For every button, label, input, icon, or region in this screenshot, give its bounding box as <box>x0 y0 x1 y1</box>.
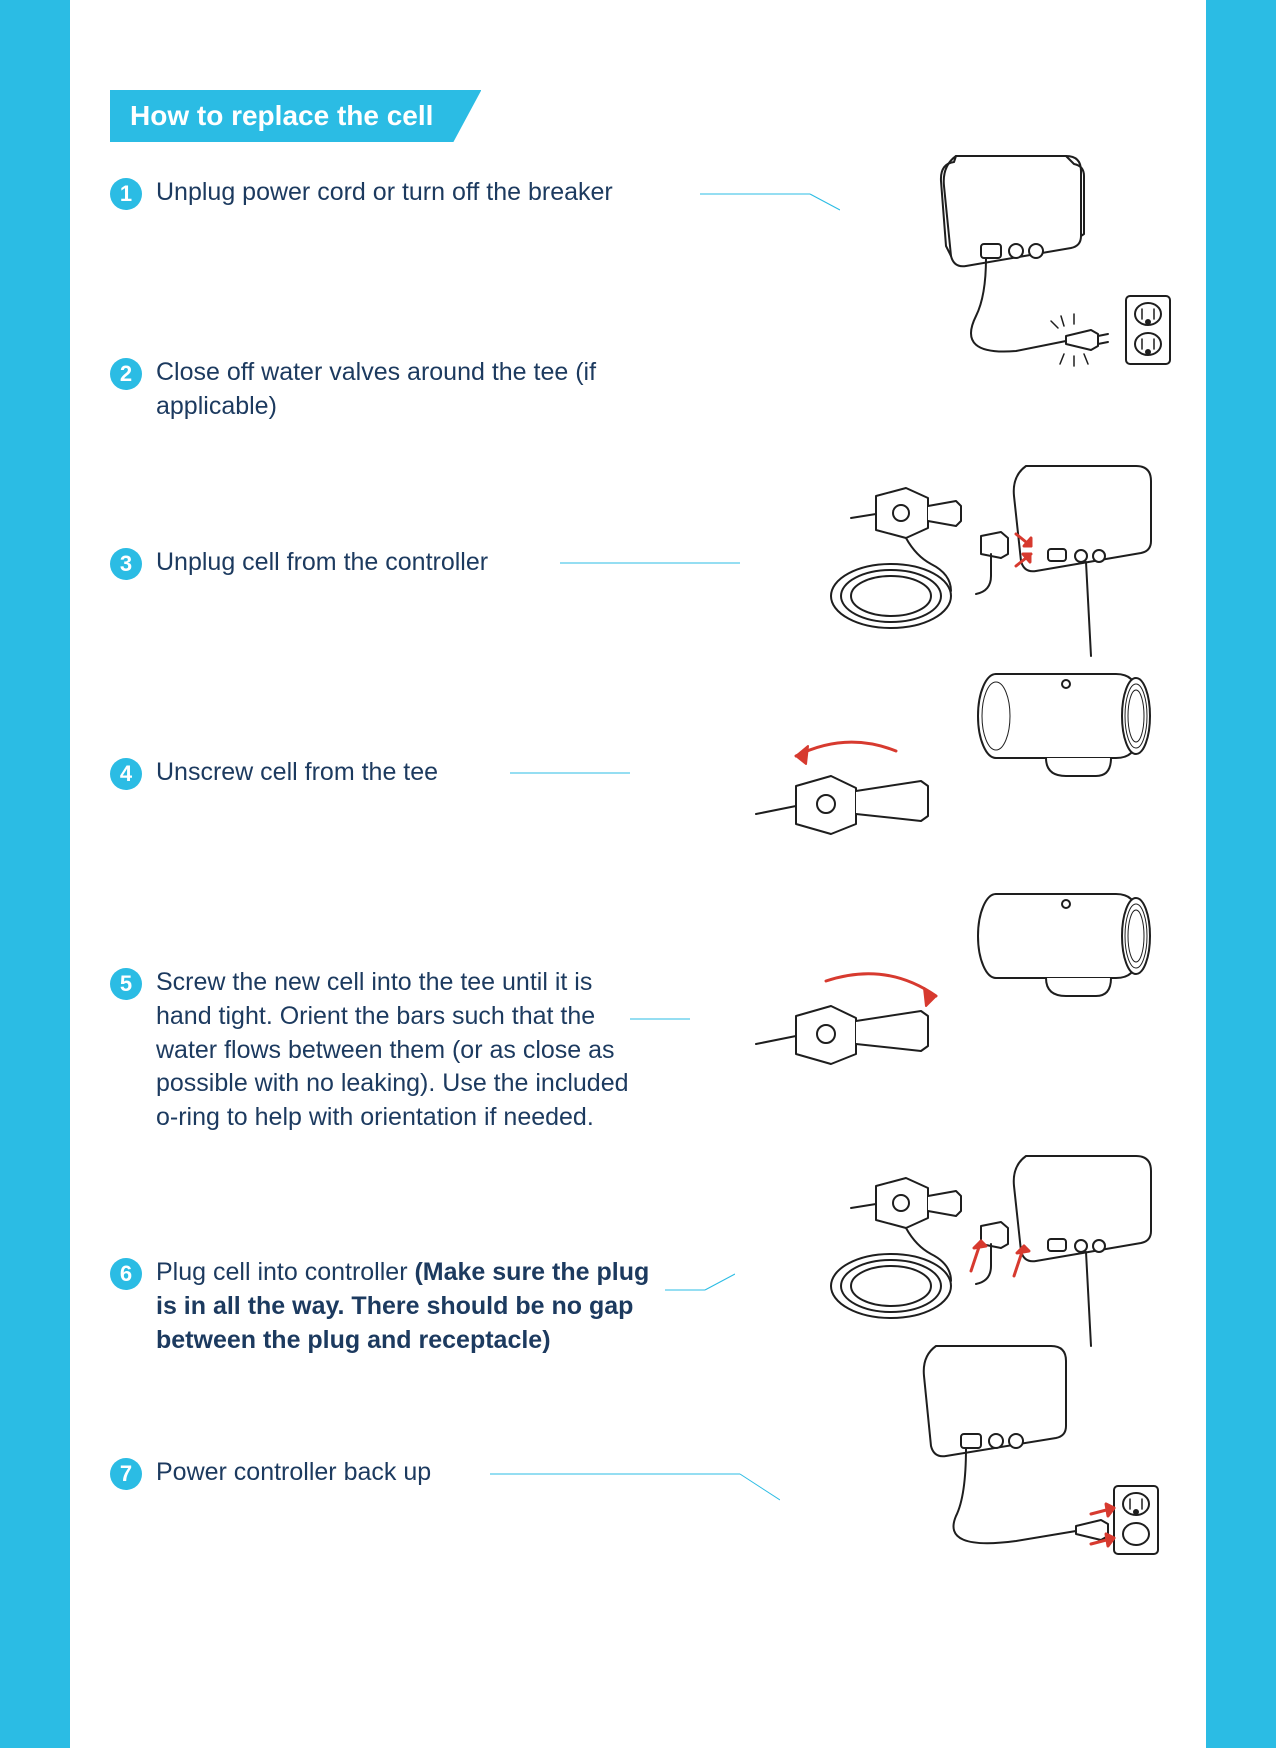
step-text: Power controller back up <box>156 1456 431 1490</box>
step-number: 5 <box>110 968 142 1000</box>
content-area: How to replace the cell 1 Unplug power c… <box>70 0 1206 1616</box>
side-bar-left <box>0 0 70 1748</box>
leader-line <box>490 1472 780 1502</box>
step-7: 7 Power controller back up <box>110 1456 1176 1576</box>
step-text: Unplug cell from the controller <box>156 546 488 580</box>
illustration-unscrew-cell <box>696 636 1176 896</box>
title-banner: How to replace the cell <box>110 90 481 142</box>
step-text: Plug cell into controller (Make sure the… <box>156 1256 650 1357</box>
step-number: 3 <box>110 548 142 580</box>
leader-line <box>700 192 840 212</box>
step-number: 4 <box>110 758 142 790</box>
leader-line <box>560 562 740 564</box>
illustration-controller-unplug <box>836 146 1176 376</box>
step-number: 7 <box>110 1458 142 1490</box>
leader-line <box>630 1018 690 1020</box>
steps-list: 1 Unplug power cord or turn off the brea… <box>110 176 1176 1576</box>
step-1: 1 Unplug power cord or turn off the brea… <box>110 176 1176 356</box>
leader-line <box>665 1272 735 1292</box>
illustration-screw-cell <box>696 866 1176 1126</box>
step-text: Close off water valves around the tee (i… <box>156 356 670 424</box>
step-number: 1 <box>110 178 142 210</box>
step-text: Unplug power cord or turn off the breake… <box>156 176 613 210</box>
side-bar-right <box>1206 0 1276 1748</box>
illustration-unplug-cell <box>756 446 1176 666</box>
step-text: Screw the new cell into the tee until it… <box>156 966 650 1135</box>
step-text: Unscrew cell from the tee <box>156 756 438 790</box>
illustration-plug-cell <box>756 1136 1176 1356</box>
leader-line <box>510 772 630 774</box>
step-number: 2 <box>110 358 142 390</box>
illustration-power-up <box>796 1336 1176 1576</box>
step-number: 6 <box>110 1258 142 1290</box>
